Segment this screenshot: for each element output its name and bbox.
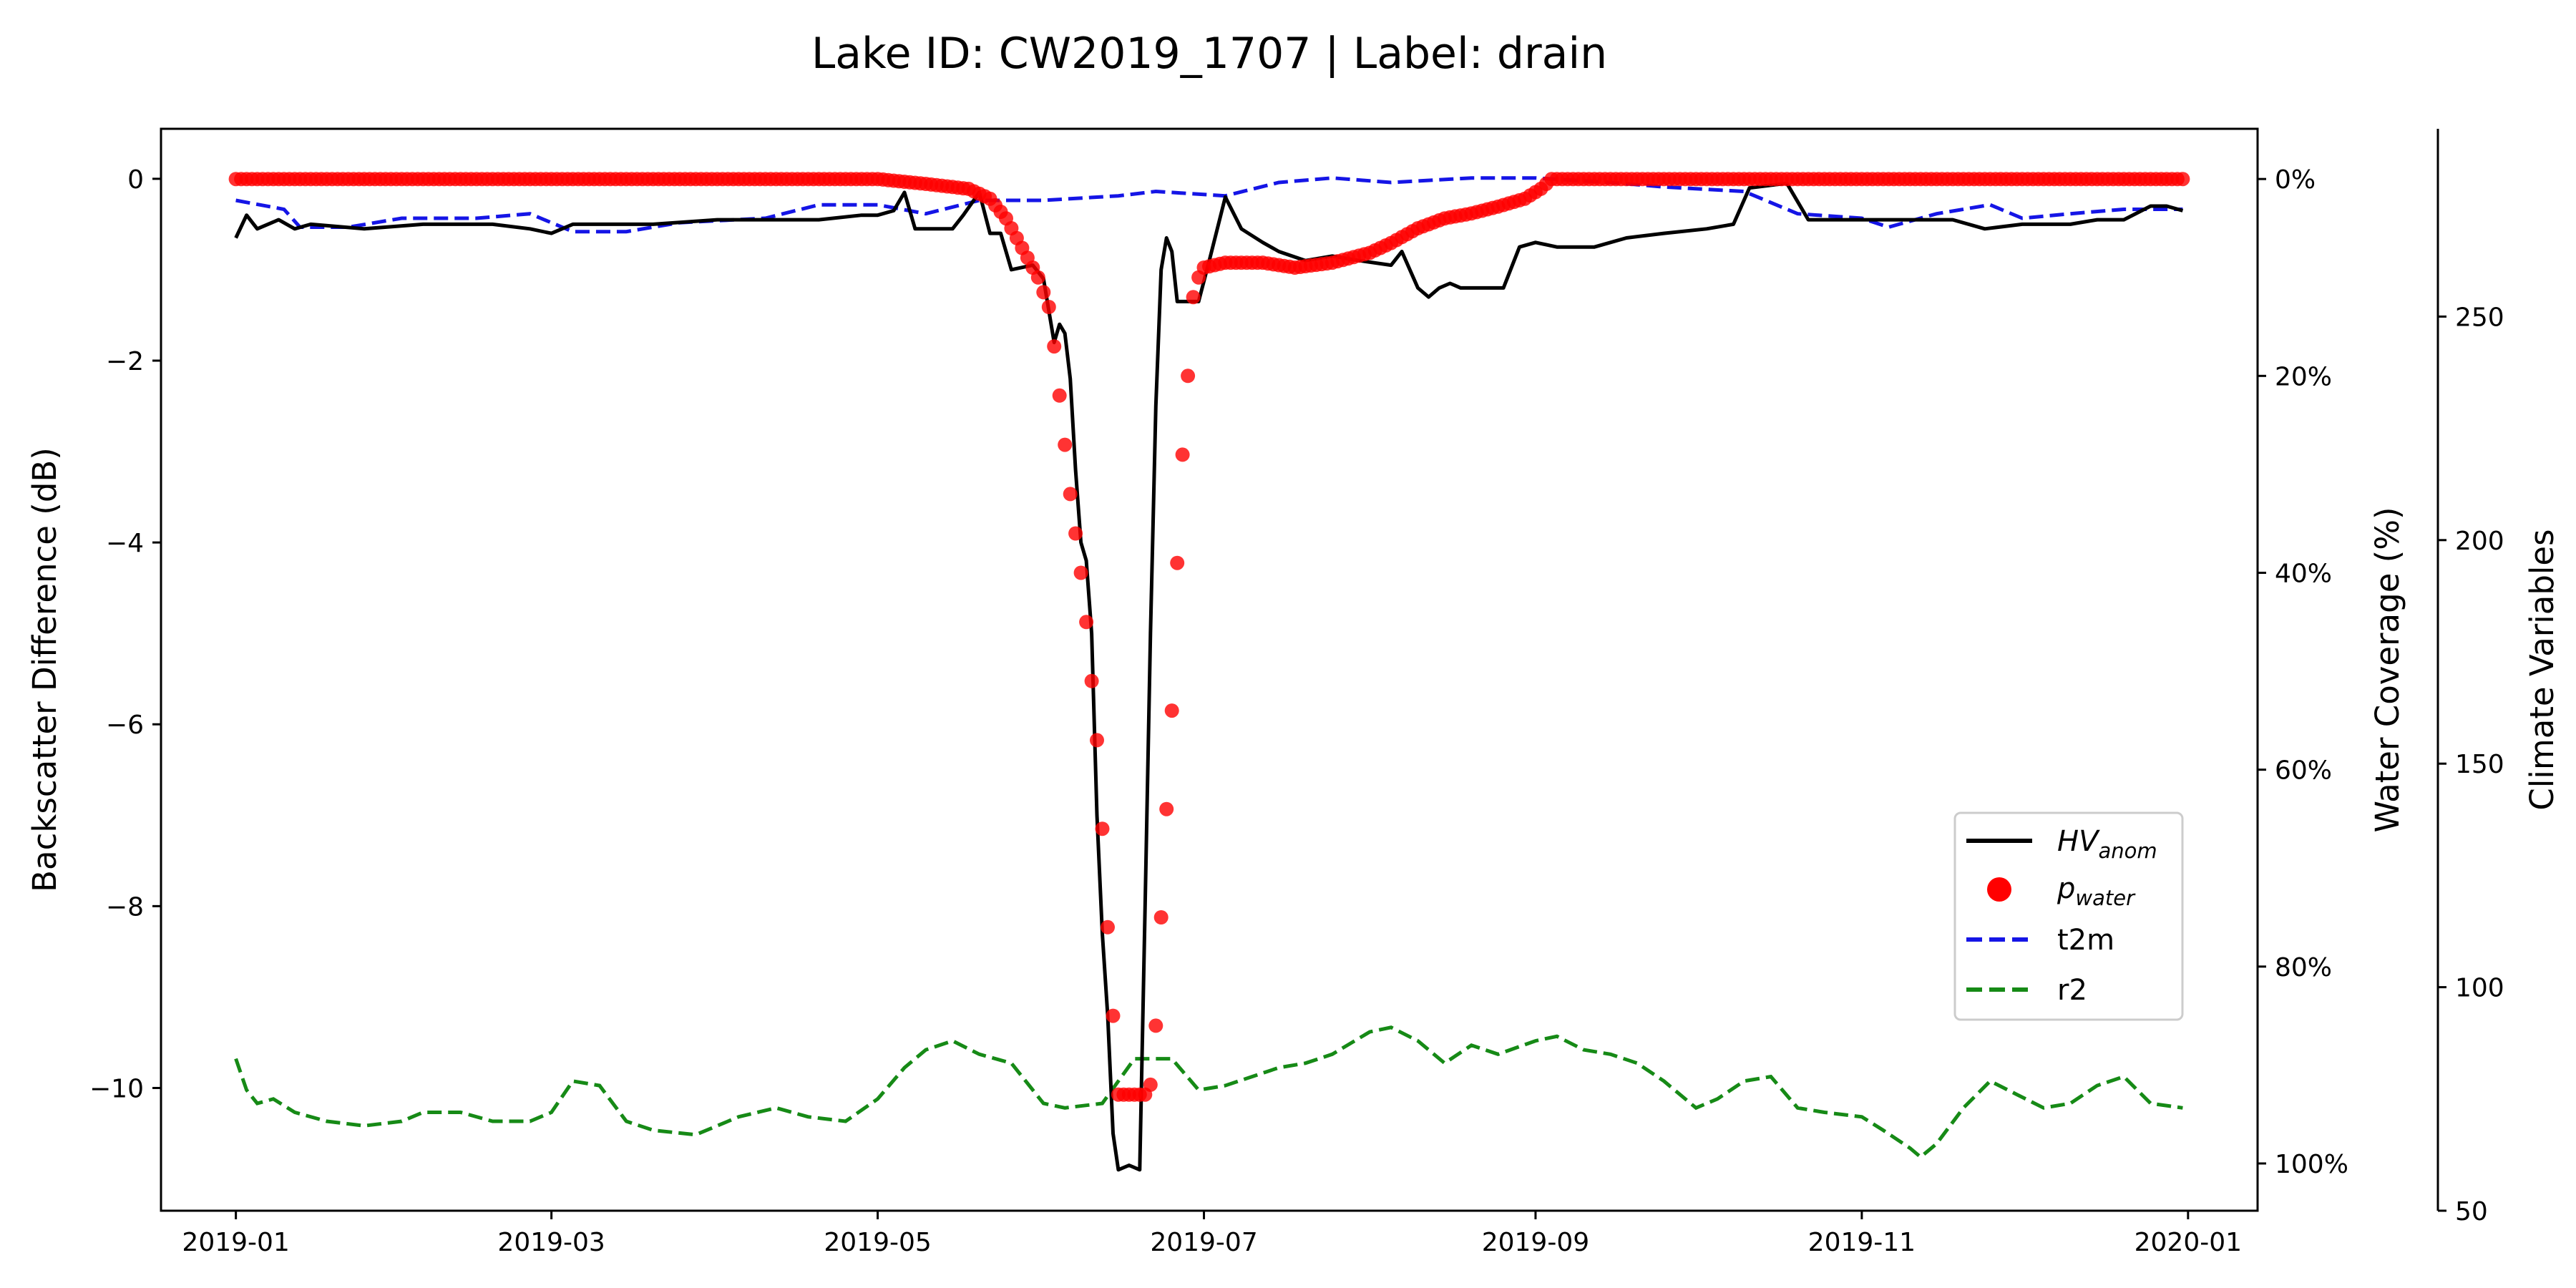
chart-title: Lake ID: CW2019_1707 | Label: drain	[811, 29, 1607, 79]
climate-tick-label: 250	[2455, 303, 2504, 332]
left-y-tick-label: −8	[106, 892, 144, 922]
climate-tick-label: 200	[2455, 527, 2504, 556]
right-y-tick-label: 80%	[2275, 953, 2332, 982]
p-water-point	[2175, 172, 2190, 187]
p-water-point	[1052, 388, 1067, 403]
p-water-point	[1073, 565, 1088, 580]
left-y-tick-label: −2	[106, 347, 144, 376]
x-tick-label: 2019-05	[824, 1228, 931, 1257]
series-layer	[228, 172, 2190, 1172]
p-water-point	[1030, 270, 1045, 285]
x-tick-label: 2019-07	[1150, 1228, 1257, 1257]
p-water-point	[1095, 821, 1110, 836]
p-water-point	[1084, 673, 1099, 688]
climate-tick-label: 100	[2455, 974, 2504, 1003]
legend-swatch-pwater	[1987, 877, 2011, 902]
left-y-tick-label: −4	[106, 529, 144, 558]
x-axis: 2019-01 2019-03 2019-05 2019-07 2019-09 2019-…	[182, 1211, 2242, 1257]
right-y-axis-label: Water Coverage (%)	[2368, 507, 2406, 832]
series-line-t2m	[235, 176, 2183, 234]
x-tick-label: 2019-03	[497, 1228, 605, 1257]
plot-frame	[160, 127, 2259, 1212]
p-water-point	[1148, 1018, 1163, 1033]
climate-axis-label: Climate Variables	[2523, 529, 2561, 810]
climate-axis: 50 100 150 200 250	[2438, 303, 2504, 1226]
legend-label-t2m: t2m	[2057, 924, 2114, 957]
x-tick-label: 2019-09	[1482, 1228, 1589, 1257]
x-tick-label: 2019-01	[182, 1228, 289, 1257]
p-water-point	[1068, 526, 1083, 541]
series-line-hv-anom	[234, 181, 2184, 1172]
climate-tick-label: 150	[2455, 750, 2504, 779]
right-y-tick-label: 0%	[2275, 165, 2316, 195]
p-water-point	[1186, 290, 1201, 305]
left-y-axis: 0 −2 −4 −6 −8 −10	[89, 165, 161, 1103]
series-line-r2	[234, 1025, 2183, 1160]
p-water-point	[1047, 339, 1062, 354]
right-y-tick-label: 100%	[2275, 1150, 2348, 1179]
p-water-point	[1090, 733, 1104, 748]
series-markers-p-water	[228, 172, 2190, 1102]
p-water-point	[1159, 801, 1174, 816]
p-water-point	[1063, 487, 1078, 502]
p-water-point	[1153, 910, 1169, 924]
p-water-point	[1101, 919, 1115, 935]
legend-box	[1953, 811, 2184, 1021]
legend: HVanom pwater t2m r2	[1953, 811, 2184, 1021]
p-water-point	[1164, 703, 1179, 718]
x-tick-label: 2020-01	[2135, 1228, 2242, 1257]
p-water-point	[1041, 300, 1056, 314]
p-water-point	[1181, 369, 1196, 384]
p-water-point	[1058, 437, 1073, 452]
p-water-point	[1175, 447, 1190, 462]
p-water-point	[1106, 1008, 1121, 1023]
right-y-tick-label: 40%	[2275, 559, 2332, 588]
left-y-tick-label: −6	[106, 711, 144, 740]
right-y-tick-label: 20%	[2275, 362, 2332, 391]
left-y-tick-label: −10	[89, 1074, 144, 1103]
p-water-point	[1143, 1077, 1158, 1092]
left-y-tick-label: 0	[127, 165, 144, 195]
p-water-point	[1036, 285, 1051, 300]
legend-label-r2: r2	[2057, 974, 2087, 1007]
right-y-tick-label: 60%	[2275, 756, 2332, 786]
right-y-axis: 0% 20% 40% 60% 80% 100%	[2258, 165, 2348, 1179]
climate-tick-label: 50	[2455, 1197, 2488, 1226]
x-tick-label: 2019-11	[1808, 1228, 1916, 1257]
left-y-axis-label: Backscatter Difference (dB)	[26, 447, 64, 892]
p-water-point	[1079, 615, 1094, 630]
legend-label-pwater: pwater	[2057, 872, 2136, 910]
legend-label-hv: HVanom	[2057, 825, 2157, 863]
p-water-point	[1170, 555, 1185, 570]
